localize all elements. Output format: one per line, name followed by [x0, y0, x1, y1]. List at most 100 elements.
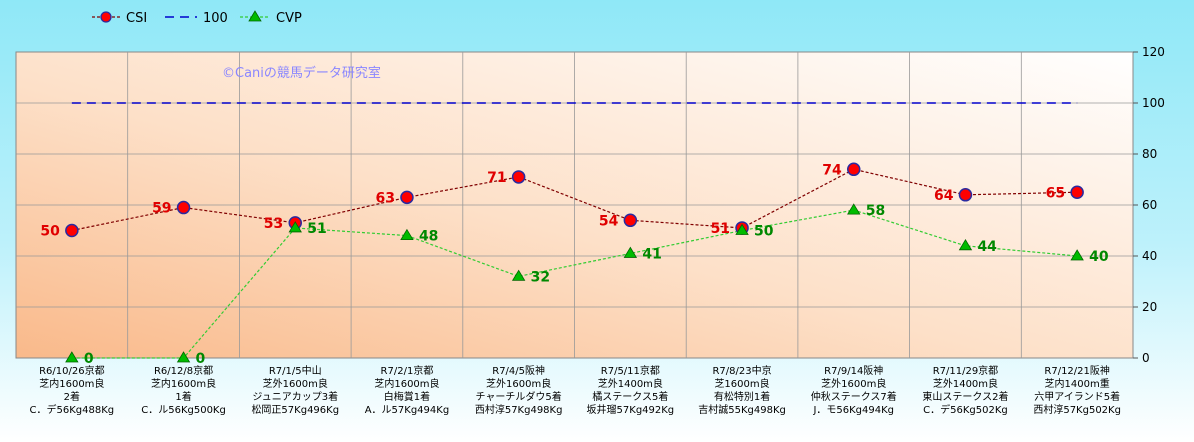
x-tick-label-line: 芝内1600m良	[374, 377, 439, 390]
cvp-data-label: 0	[196, 351, 206, 367]
cvp-point	[623, 246, 638, 258]
x-tick-label-line: R6/10/26京都	[39, 364, 105, 377]
cvp-data-label: 51	[307, 221, 326, 237]
cvp-data-label: 41	[642, 246, 661, 262]
csi-data-label: 59	[152, 201, 171, 217]
x-tick-label: R6/12/8京都芝内1600m良 1着 C．ル56Kg500Kg	[141, 364, 226, 416]
series-line-cvp	[71, 209, 1078, 359]
cvp-data-label: 44	[977, 239, 997, 255]
x-tick-label-line: C．デ56Kg488Kg	[30, 403, 115, 416]
cvp-data-label: 58	[866, 203, 885, 219]
x-tick-label-line: 芝内1600m良	[39, 377, 104, 390]
x-tick-label-line: 芝1600m良	[714, 377, 769, 390]
x-tick-label-line: 1着	[175, 390, 191, 403]
csi-data-label: 50	[40, 224, 60, 240]
x-tick-label: R7/1/5中山芝外1600m良ジュニアカップ3着松岡正57Kg496Kg	[251, 364, 339, 416]
y-tick-label: 0	[1142, 351, 1150, 365]
x-tick-label: R7/11/29京都芝外1400m良東山ステークス2着 C．デ56Kg502Kg	[922, 364, 1008, 416]
csi-data-label: 74	[822, 162, 842, 178]
data-labels: 50 59 53 63 71 54 51 74 64 65 0 0 51 48 32 41 50 58 44 40	[40, 162, 1109, 367]
cvp-point	[735, 223, 749, 235]
cvp-data-label: 50	[754, 224, 774, 240]
x-tick-label-line: C．ル56Kg500Kg	[141, 405, 226, 416]
x-tick-label-line: R7/4/5阪神	[492, 364, 545, 377]
x-tick-label-line: R7/8/23中京	[712, 364, 771, 377]
csi-point	[400, 190, 414, 205]
cvp-data-label: 48	[419, 229, 438, 245]
x-tick-label-line: 芝内1400m重	[1045, 377, 1110, 390]
x-tick-label-line: 2着	[64, 390, 80, 403]
x-tick-label-line: J．モ56Kg494Kg	[812, 405, 894, 416]
x-tick-label-line: R7/5/11京都	[601, 364, 660, 377]
csi-point	[176, 200, 191, 215]
cvp-data-label: 40	[1089, 249, 1109, 265]
cvp-data-label: 32	[531, 269, 550, 285]
x-tick-label-line: 芝外1600m良	[486, 377, 551, 390]
x-tick-label: R7/4/5阪神芝外1600m良チャーチルダウ5着西村淳57Kg498Kg	[475, 364, 563, 416]
csi-point	[958, 188, 973, 202]
x-tick-label: R6/10/26京都芝内1600m良 2着 C．デ56Kg488Kg	[30, 364, 115, 416]
cvp-point	[176, 351, 191, 363]
series-markers	[65, 162, 1084, 363]
series-line-csi	[71, 168, 1078, 232]
y-axis: 0 20 40 60 80 100 120	[1133, 45, 1165, 365]
x-tick-label: R7/12/21阪神芝内1400m重六甲アイランド5着西村淳57Kg502Kg	[1033, 364, 1121, 416]
x-tick-label-line: 松岡正57Kg496Kg	[251, 403, 339, 416]
x-tick-label: R7/8/23中京芝1600m良有松特別1着吉村誠55Kg498Kg	[698, 364, 786, 416]
csi-point	[1070, 185, 1084, 199]
x-tick-label-line: 芝内1600m良	[151, 377, 216, 390]
cvp-point	[511, 269, 526, 281]
x-tick-label-line: 西村淳57Kg502Kg	[1033, 403, 1121, 416]
csi-data-label: 65	[1046, 185, 1065, 201]
y-tick-label: 100	[1142, 96, 1165, 110]
x-tick-label-line: ジュニアカップ3着	[252, 390, 338, 403]
cvp-data-label: 0	[84, 351, 94, 367]
x-tick-label-line: 仲秋ステークス7着	[811, 390, 897, 403]
x-tick-label-line: チャーチルダウ5着	[476, 390, 562, 403]
x-tick-label-line: 橘ステークス5着	[592, 390, 668, 403]
y-tick-label: 80	[1142, 147, 1157, 161]
x-tick-label-line: C．デ56Kg502Kg	[923, 403, 1008, 416]
y-tick-label: 40	[1142, 249, 1157, 263]
csi-data-label: 54	[599, 213, 619, 229]
x-tick-label-line: 芝外1400m良	[598, 377, 663, 390]
csi-data-label: 71	[487, 170, 506, 186]
x-tick-label-line: 白梅賞1着	[384, 390, 430, 403]
csi-point	[511, 170, 526, 184]
cvp-point	[958, 239, 973, 251]
csi-point	[847, 162, 861, 177]
x-tick-label-line: 西村淳57Kg498Kg	[475, 403, 563, 416]
legend-label-100: 100	[203, 11, 228, 26]
y-tick-label: 20	[1142, 300, 1157, 314]
x-axis: R6/10/26京都芝内1600m良 2着 C．デ56Kg488KgR6/12/8京…	[30, 364, 1121, 416]
x-tick-label-line: R6/12/8京都	[154, 364, 213, 377]
csi-point	[65, 223, 79, 238]
x-tick-label-line: 有松特別1着	[714, 390, 770, 403]
x-tick-label-line: 芝外1600m良	[821, 377, 886, 390]
csi-data-label: 63	[375, 190, 394, 206]
csi-data-label: 64	[934, 188, 954, 204]
cvp-point	[1070, 249, 1084, 261]
legend-marker-cvp	[248, 10, 262, 22]
x-tick-label-line: R7/12/21阪神	[1044, 364, 1110, 377]
csi-data-label: 53	[264, 216, 283, 232]
cvp-point	[65, 351, 79, 363]
series-lines	[71, 102, 1078, 359]
y-tick-label: 120	[1142, 45, 1165, 59]
cvp-point	[847, 203, 861, 215]
x-tick-label-line: A．ル57Kg494Kg	[365, 405, 449, 416]
x-tick-label: R7/9/14阪神芝外1600m良仲秋ステークス7着 J．モ56Kg494Kg	[811, 364, 897, 416]
x-tick-label-line: R7/2/1京都	[381, 364, 434, 377]
x-tick-label-line: 吉村誠55Kg498Kg	[698, 403, 786, 416]
y-tick-label: 60	[1142, 198, 1157, 212]
x-tick-label-line: R7/11/29京都	[933, 364, 999, 377]
x-tick-label-line: 六甲アイランド5着	[1034, 390, 1120, 403]
cvp-point	[288, 221, 302, 233]
watermark: ©Caniの競馬データ研究室	[222, 65, 381, 81]
x-tick-label: R7/2/1京都芝内1600m良白梅賞1着 A．ル57Kg494Kg	[365, 364, 449, 416]
legend-marker-csi	[100, 11, 112, 23]
cvp-point	[400, 228, 414, 241]
legend-label-csi: CSI	[126, 11, 147, 26]
csi-data-label: 51	[711, 221, 730, 237]
